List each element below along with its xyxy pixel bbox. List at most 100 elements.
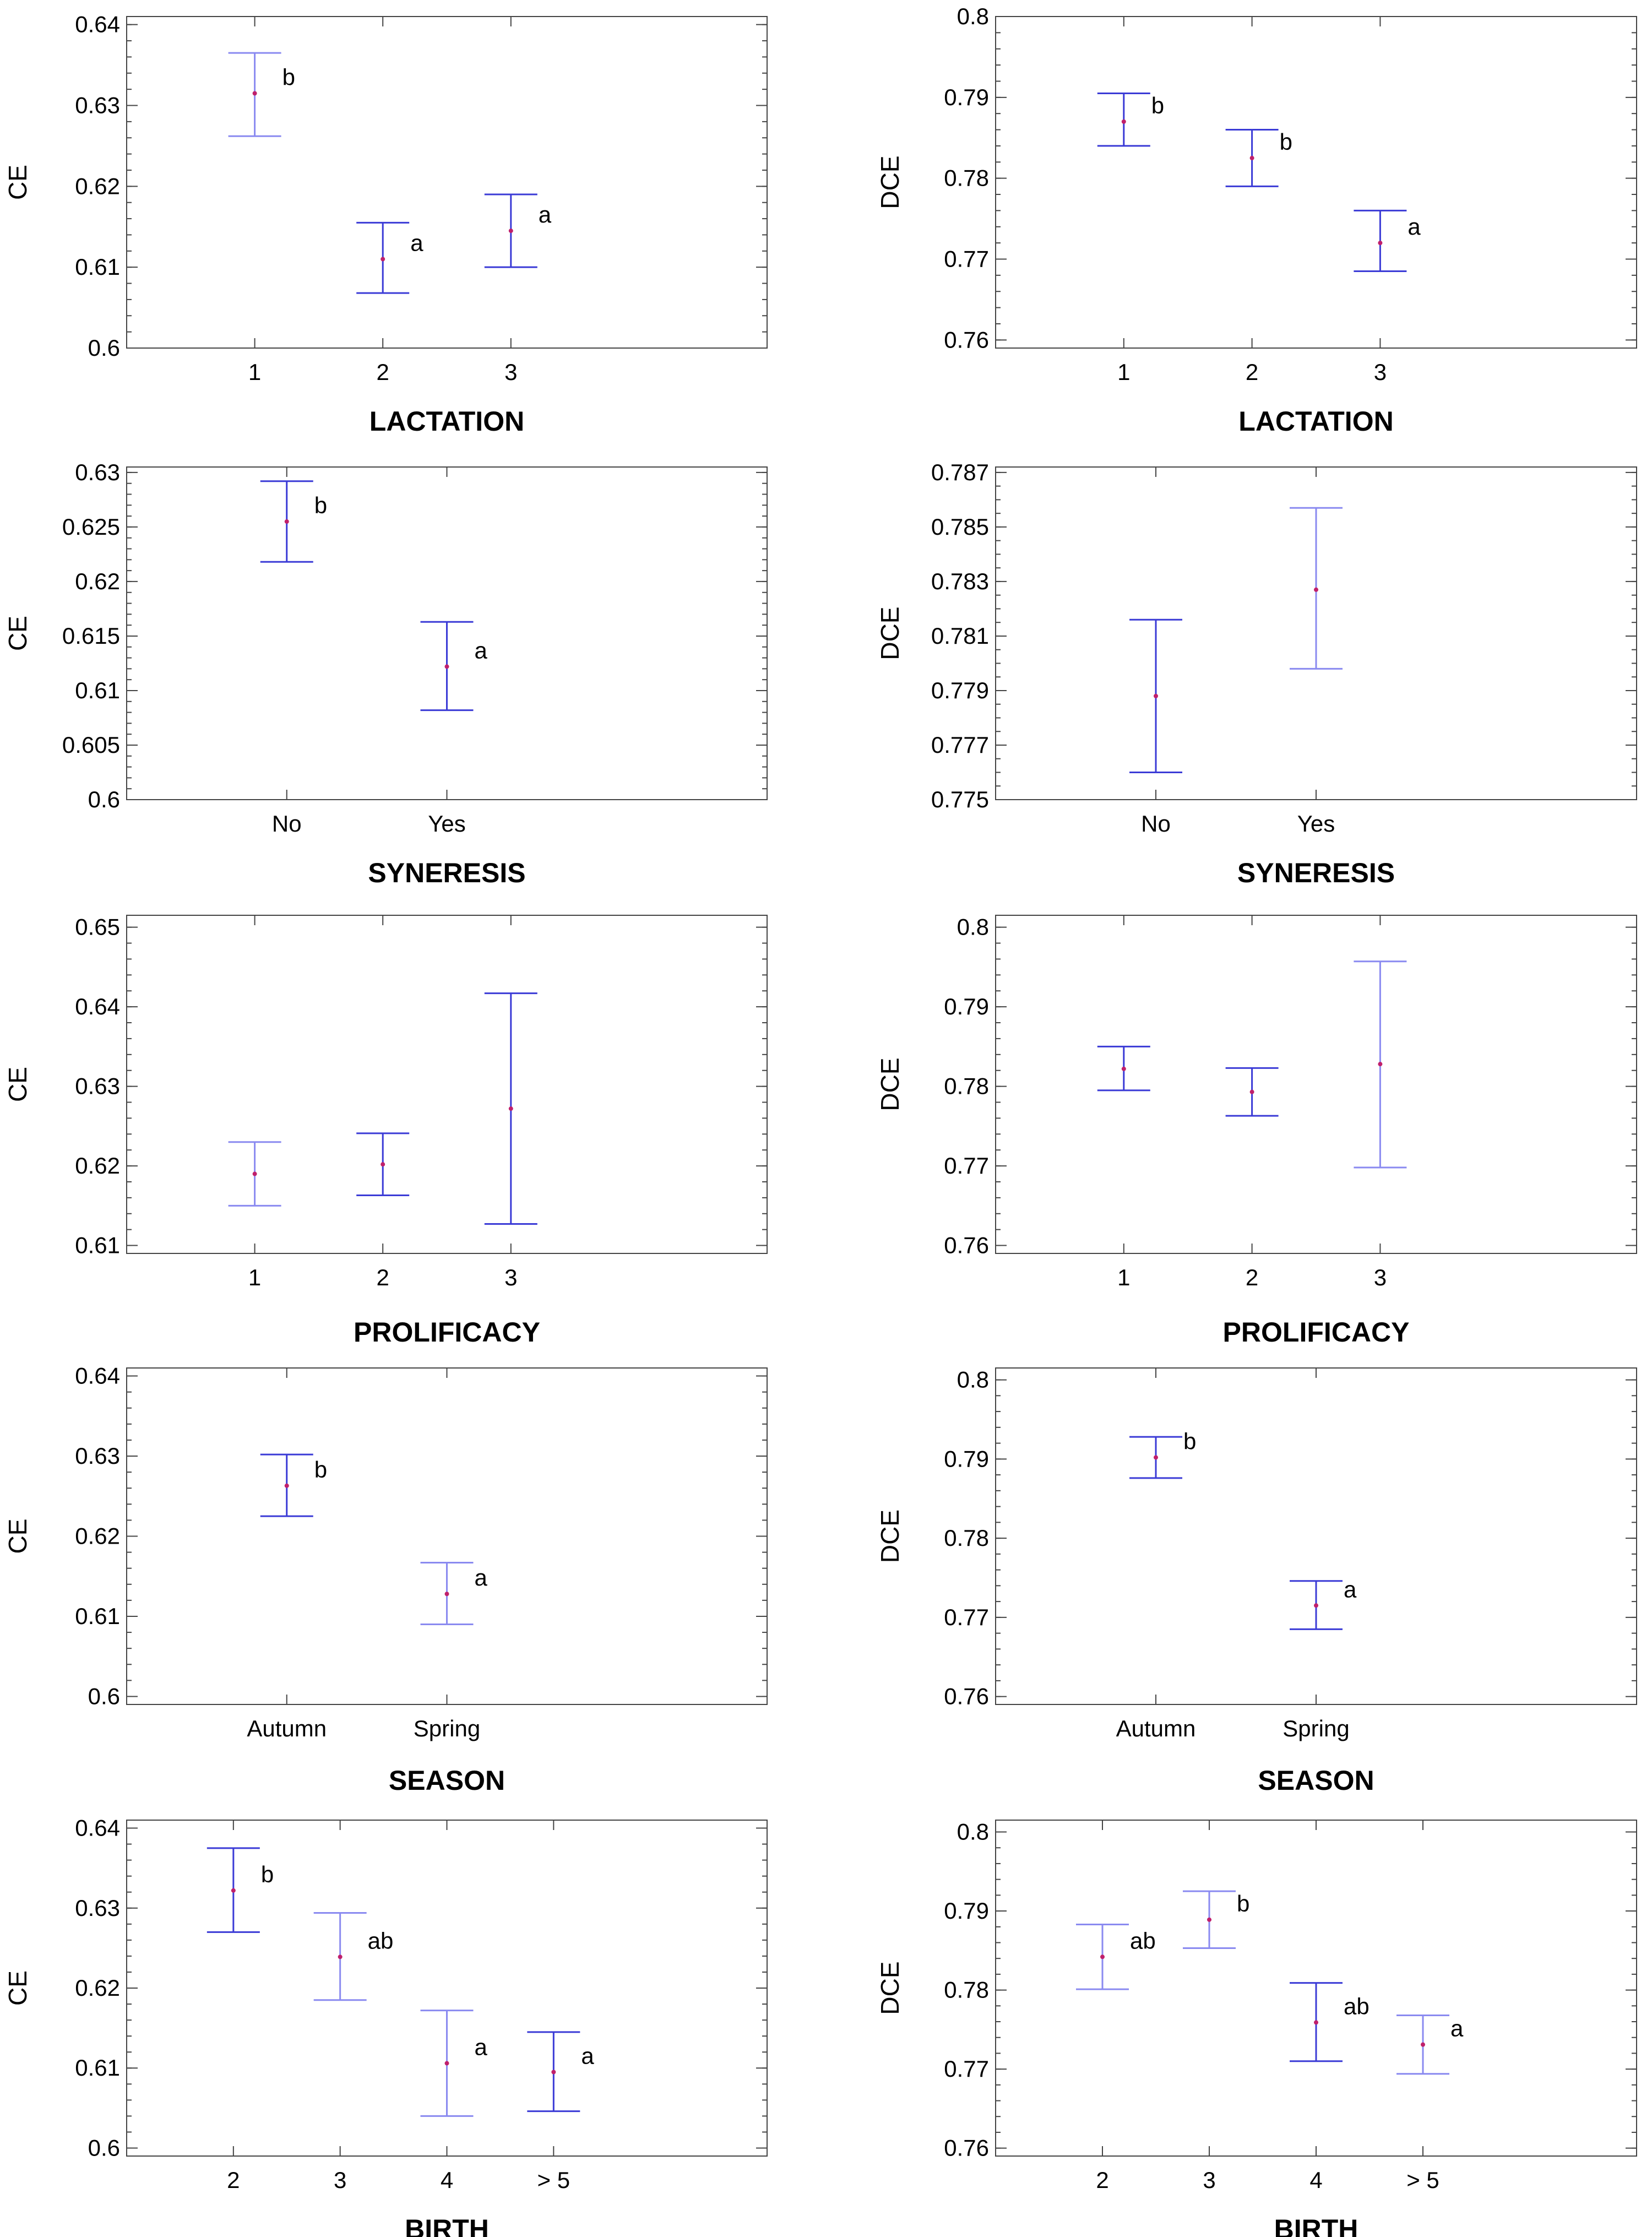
y-axis-title: DCE [876, 155, 904, 209]
x-tick-label: 2 [1246, 1264, 1258, 1290]
y-tick-label: 0.64 [75, 1815, 120, 1841]
y-tick-label: 0.76 [944, 2135, 989, 2161]
y-tick-label: 0.625 [62, 514, 120, 540]
significance-letter: ab [1130, 1927, 1156, 1953]
error-bar [1225, 1067, 1279, 1117]
significance-letter: b [1151, 93, 1164, 118]
x-tick-label: 1 [1117, 1264, 1130, 1290]
y-tick-label: 0.8 [957, 1819, 989, 1845]
y-axis-title: DCE [876, 1057, 904, 1111]
error-bar: ab [1076, 1923, 1156, 1990]
y-axis-title: CE [3, 1519, 32, 1554]
plot-frame [126, 1367, 768, 1705]
significance-letter: a [410, 230, 423, 256]
mean-point [1314, 587, 1318, 592]
y-tick-label: 0.781 [931, 623, 989, 649]
chart-panel-4: 0.775 0.777 0.779 0.781 0.783 0.785 0.787 No Yes… [876, 459, 1637, 888]
mean-point [1378, 241, 1383, 246]
chart-panel-3: 0.6 0.605 0.61 0.615 0.62 0.625 0.63 No Yes CE SYN… [3, 459, 768, 888]
y-tick-label: 0.79 [944, 1898, 989, 1924]
x-axis-title: LACTATION [369, 406, 524, 437]
x-tick-label: 2 [1246, 359, 1258, 385]
y-tick-label: 0.777 [931, 732, 989, 758]
x-tick-label: Autumn [1116, 1715, 1196, 1741]
y-tick-label: 0.78 [944, 165, 989, 191]
significance-letter: a [539, 202, 552, 227]
y-tick-label: 0.62 [75, 1975, 120, 2001]
y-tick-label: 0.65 [75, 914, 120, 940]
x-tick-label: 1 [248, 359, 261, 385]
y-tick-label: 0.62 [75, 568, 120, 594]
mean-point [1249, 1089, 1254, 1094]
chart-panel-10: 0.76 0.77 0.78 0.79 0.8 2 3 4 > 5 DCE BIRTH ab b ab a [876, 1819, 1637, 2237]
error-bar: a [484, 193, 552, 268]
error-bar [1354, 960, 1407, 1169]
y-tick-label: 0.785 [931, 514, 989, 540]
x-tick-label: Yes [1297, 811, 1335, 837]
mean-point [444, 2061, 449, 2066]
significance-letter: b [1237, 1891, 1249, 1916]
y-tick-label: 0.79 [944, 84, 989, 110]
significance-letter: a [581, 2043, 594, 2069]
y-tick-label: 0.63 [75, 1443, 120, 1469]
x-axis-title: SEASON [389, 1765, 505, 1796]
significance-letter: a [1344, 1576, 1357, 1602]
mean-point [252, 91, 257, 96]
y-tick-label: 0.8 [957, 3, 989, 29]
significance-letter: b [282, 64, 295, 90]
chart-panel-7: 0.6 0.61 0.62 0.63 0.64 Autumn Spring CE SEASON b… [3, 1363, 768, 1796]
mean-point [381, 1162, 385, 1167]
mean-point [1154, 1455, 1158, 1460]
plot-frame [995, 16, 1637, 349]
error-bar: b [1183, 1890, 1249, 1950]
x-axis-title: SYNERESIS [368, 857, 525, 888]
plot-frame [995, 915, 1637, 1254]
error-bar: a [1290, 1576, 1357, 1630]
x-axis-title: LACTATION [1238, 406, 1393, 437]
mean-point [1207, 1917, 1211, 1922]
y-axis-title: DCE [876, 606, 904, 660]
significance-letter: a [475, 2034, 488, 2060]
significance-letter: a [1450, 2016, 1464, 2041]
mean-point [508, 229, 513, 234]
mean-point [444, 1592, 449, 1597]
mean-point [1121, 1066, 1126, 1071]
error-bar: b [260, 1453, 327, 1517]
x-tick-label: Spring [414, 1715, 480, 1741]
error-bar: a [1354, 209, 1421, 273]
chart-panel-1: 0.6 0.61 0.62 0.63 0.64 1 2 3 CE LACTATION b a a [3, 12, 768, 437]
chart-panel-9: 0.6 0.61 0.62 0.63 0.64 2 3 4 > 5 CE BIRTH b ab a a [3, 1815, 768, 2237]
error-bar: b [1129, 1428, 1196, 1479]
y-tick-label: 0.6 [88, 786, 120, 812]
x-tick-label: 2 [227, 2167, 240, 2193]
error-bar: a [420, 2010, 488, 2117]
y-tick-label: 0.61 [75, 254, 120, 280]
mean-point [1314, 1603, 1318, 1608]
x-tick-label: 3 [504, 1264, 517, 1290]
y-tick-label: 0.79 [944, 993, 989, 1019]
x-tick-label: 3 [504, 359, 517, 385]
y-tick-label: 0.64 [75, 12, 120, 37]
error-bar: ab [313, 1912, 393, 2001]
y-tick-label: 0.63 [75, 1073, 120, 1099]
y-tick-label: 0.62 [75, 1153, 120, 1179]
mean-point [252, 1171, 257, 1176]
y-tick-label: 0.62 [75, 1523, 120, 1549]
mean-point [1100, 1954, 1105, 1959]
mean-point [508, 1106, 513, 1111]
x-tick-label: 2 [1096, 2167, 1108, 2193]
y-tick-label: 0.63 [75, 459, 120, 485]
y-tick-label: 0.77 [944, 246, 989, 272]
x-tick-label: 2 [377, 1264, 389, 1290]
x-tick-label: Yes [428, 811, 466, 837]
error-bar: ab [1290, 1982, 1370, 2062]
y-tick-label: 0.61 [75, 677, 120, 703]
x-tick-label: 4 [441, 2167, 453, 2193]
chart-panel-6: 0.76 0.77 0.78 0.79 0.8 1 2 3 DCE PROLIFICACY [876, 914, 1637, 1348]
x-tick-label: > 5 [1406, 2167, 1439, 2193]
significance-letter: b [314, 1457, 327, 1483]
y-tick-label: 0.783 [931, 568, 989, 594]
significance-letter: b [314, 492, 327, 518]
mean-point [1154, 693, 1158, 698]
